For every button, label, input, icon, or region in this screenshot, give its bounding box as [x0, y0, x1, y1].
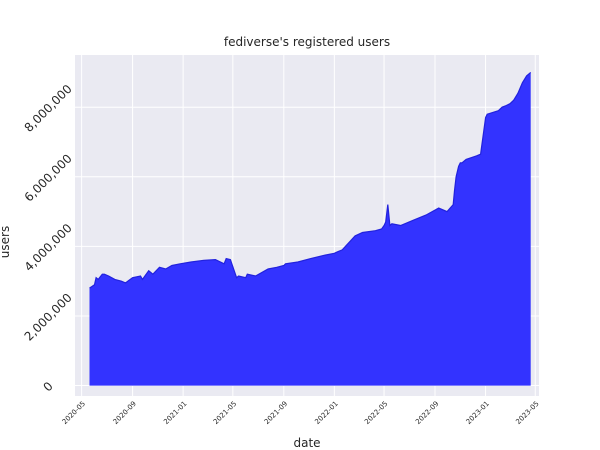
- data-line: [89, 71, 532, 289]
- y-tick-label: 8,000,000: [22, 82, 75, 135]
- x-tick-label: 2020-05: [61, 400, 87, 426]
- y-ticks: 0 2,000,000 4,000,000 6,000,000 8,000,000: [22, 82, 75, 395]
- x-tick-label: 2020-09: [112, 400, 138, 426]
- x-axis-label: date: [293, 436, 320, 450]
- x-tick-label: 2023-01: [465, 400, 491, 426]
- x-ticks: 2020-05 2020-09 2021-01 2021-05 2021-09 2022-…: [61, 400, 541, 426]
- chart-title: fediverse's registered users: [224, 35, 390, 49]
- x-tick-label: 2021-09: [263, 400, 289, 426]
- y-tick-label: 0: [41, 379, 56, 394]
- x-tick-label: 2022-01: [313, 400, 339, 426]
- data-area: [89, 72, 531, 386]
- x-tick-label: 2021-01: [162, 400, 188, 426]
- x-tick-label: 2023-05: [514, 400, 540, 426]
- y-axis-label: users: [0, 226, 12, 258]
- x-tick-label: 2022-05: [363, 400, 389, 426]
- y-tick-label: 6,000,000: [22, 151, 75, 204]
- y-tick-label: 2,000,000: [22, 291, 75, 344]
- y-tick-label: 4,000,000: [22, 221, 75, 274]
- x-tick-label: 2022-09: [414, 400, 440, 426]
- x-tick-label: 2021-05: [212, 400, 238, 426]
